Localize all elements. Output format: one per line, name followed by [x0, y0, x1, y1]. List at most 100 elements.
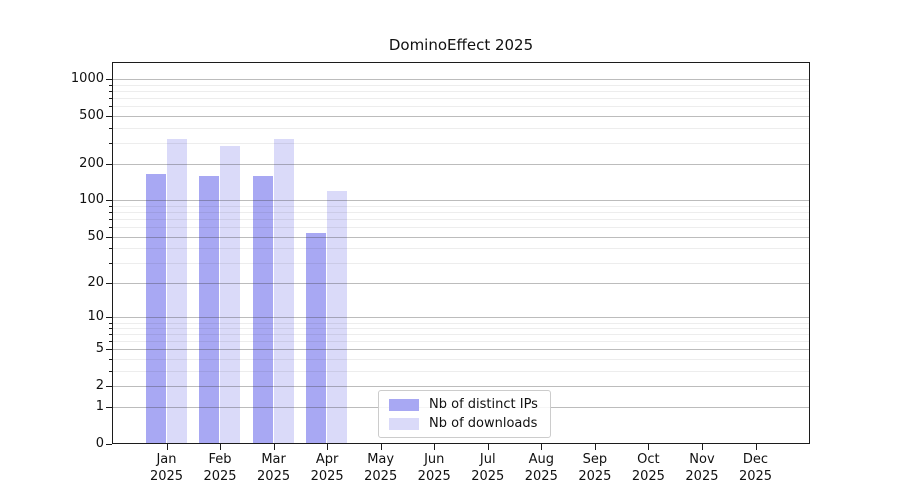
- y-tick-mark: [106, 115, 112, 117]
- minor-gridline: [113, 91, 809, 93]
- y-tick-mark: [106, 407, 112, 409]
- x-tick-year: 2025: [471, 469, 505, 484]
- minor-gridline: [113, 212, 809, 214]
- y-tick-label: 1: [95, 399, 104, 415]
- bar-distinct-ips: [306, 232, 327, 444]
- x-tick-month: Jul: [479, 452, 496, 467]
- y-tick-label: 1000: [70, 71, 104, 87]
- major-gridline: [113, 283, 809, 285]
- legend-swatch: [389, 417, 419, 430]
- y-minor-tick-mark: [109, 212, 112, 214]
- y-minor-tick-mark: [109, 106, 112, 108]
- y-tick-label: 0: [95, 436, 104, 451]
- x-tick-mark: [541, 444, 543, 450]
- minor-gridline: [113, 328, 809, 330]
- y-minor-tick-mark: [109, 91, 112, 93]
- x-tick-year: 2025: [685, 469, 719, 484]
- x-tick-mark: [487, 444, 489, 450]
- x-tick-mark: [166, 444, 168, 450]
- bar-downloads: [273, 139, 294, 444]
- major-gridline: [113, 164, 809, 166]
- x-tick-label: Mar 2025: [242, 451, 306, 485]
- y-minor-tick-mark: [109, 328, 112, 330]
- x-tick-month: Mar: [261, 452, 286, 467]
- major-gridline: [113, 236, 809, 238]
- x-tick-label: Sep 2025: [563, 451, 627, 485]
- minor-gridline: [113, 106, 809, 108]
- x-tick-label: Jun 2025: [402, 451, 466, 485]
- x-tick-year: 2025: [310, 469, 344, 484]
- x-tick-label: Dec 2025: [724, 451, 788, 485]
- x-tick-label: Nov 2025: [670, 451, 734, 485]
- x-tick-month: Feb: [208, 452, 232, 467]
- y-tick-mark: [106, 283, 112, 285]
- minor-gridline: [113, 370, 809, 372]
- x-tick-year: 2025: [738, 469, 773, 484]
- legend-label: Nb of distinct IPs: [429, 397, 538, 412]
- legend: Nb of distinct IPs Nb of downloads: [378, 390, 551, 438]
- y-minor-tick-mark: [109, 334, 112, 336]
- x-tick-year: 2025: [578, 469, 612, 484]
- y-tick-mark: [106, 349, 112, 351]
- x-tick-year: 2025: [203, 469, 237, 484]
- x-tick-label: Jul 2025: [456, 451, 520, 485]
- legend-entry: Nb of downloads: [389, 416, 538, 431]
- minor-gridline: [113, 205, 809, 207]
- minor-gridline: [113, 85, 809, 86]
- legend-entry: Nb of distinct IPs: [389, 397, 538, 412]
- y-minor-tick-mark: [109, 205, 112, 207]
- legend-label: Nb of downloads: [429, 416, 538, 431]
- y-tick-mark: [106, 236, 112, 238]
- x-tick-mark: [755, 444, 757, 450]
- y-minor-tick-mark: [109, 370, 112, 372]
- minor-gridline: [113, 248, 809, 250]
- x-tick-month: Jan: [156, 452, 177, 467]
- major-gridline: [113, 200, 809, 202]
- y-tick-label: 200: [79, 156, 104, 172]
- x-tick-month: May: [367, 452, 395, 467]
- x-tick-month: Oct: [637, 452, 660, 467]
- x-tick-label: Jan 2025: [135, 451, 199, 485]
- y-minor-tick-mark: [109, 127, 112, 129]
- y-minor-tick-mark: [109, 227, 112, 229]
- y-minor-tick-mark: [109, 219, 112, 221]
- x-tick-year: 2025: [149, 469, 184, 484]
- y-minor-tick-mark: [109, 98, 112, 100]
- x-tick-mark: [701, 444, 703, 450]
- x-tick-label: Aug 2025: [509, 451, 573, 485]
- x-tick-label: Apr 2025: [295, 451, 359, 485]
- minor-gridline: [113, 227, 809, 229]
- y-tick-mark: [106, 200, 112, 202]
- bar-downloads: [220, 145, 241, 444]
- x-tick-label: May 2025: [349, 451, 413, 485]
- y-tick-mark: [106, 164, 112, 166]
- y-tick-label: 2: [95, 378, 104, 394]
- bar-downloads: [327, 191, 348, 444]
- x-tick-year: 2025: [364, 469, 398, 484]
- x-tick-mark: [220, 444, 222, 450]
- major-gridline: [113, 386, 809, 388]
- major-gridline: [113, 79, 809, 81]
- minor-gridline: [113, 341, 809, 343]
- x-tick-label: Feb 2025: [188, 451, 252, 485]
- x-tick-month: Apr: [315, 452, 339, 467]
- x-tick-month: Aug: [528, 452, 554, 467]
- x-tick-mark: [648, 444, 650, 450]
- bar-distinct-ips: [145, 173, 166, 444]
- x-tick-month: Nov: [689, 452, 715, 467]
- major-gridline: [113, 115, 809, 117]
- y-tick-label: 10: [87, 309, 104, 325]
- x-tick-year: 2025: [524, 469, 558, 484]
- y-minor-tick-mark: [109, 322, 112, 324]
- x-tick-mark: [594, 444, 596, 450]
- major-gridline: [113, 317, 809, 319]
- x-tick-month: Dec: [742, 452, 769, 467]
- x-tick-year: 2025: [417, 469, 451, 484]
- y-minor-tick-mark: [109, 85, 112, 86]
- minor-gridline: [113, 98, 809, 100]
- bar-distinct-ips: [252, 175, 273, 444]
- x-tick-mark: [380, 444, 382, 450]
